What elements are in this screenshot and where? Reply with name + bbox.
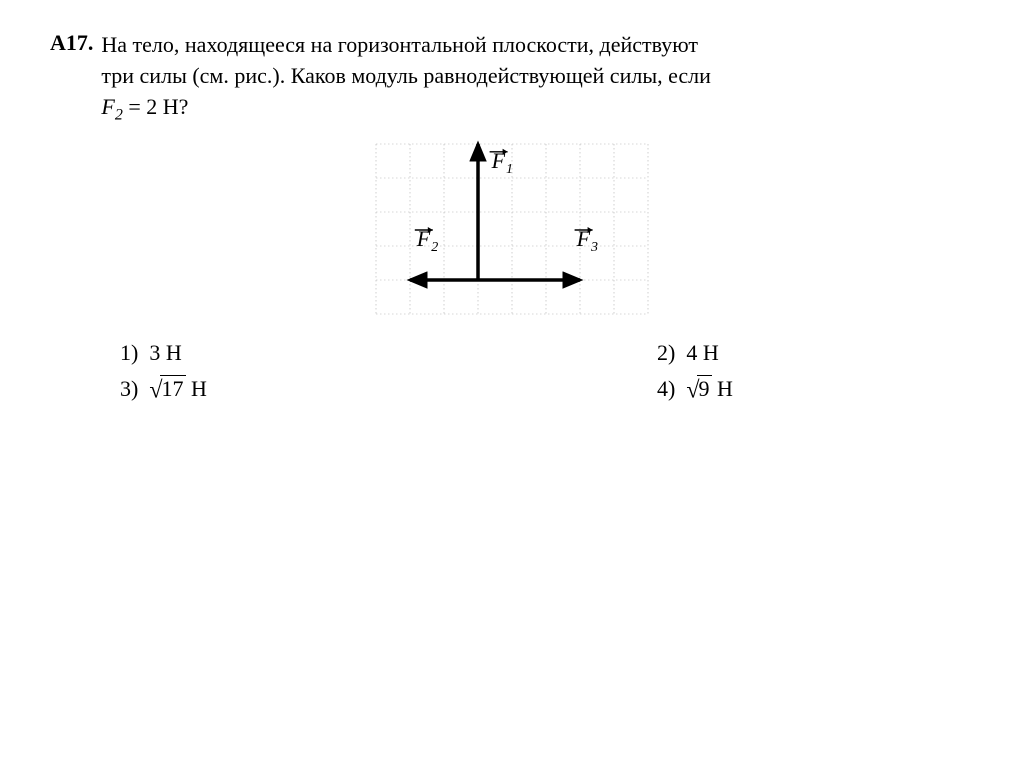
answer-4: 4) √9 Н	[657, 376, 974, 404]
answer-1-val: 3 Н	[149, 340, 181, 365]
diagram-container: F1 F2 F3	[50, 138, 974, 320]
svg-text:F1: F1	[491, 148, 513, 177]
answer-4-sqrt: 9	[697, 375, 712, 401]
svg-text:F2: F2	[416, 226, 438, 255]
answer-2: 2) 4 Н	[657, 340, 974, 366]
answer-options: 1) 3 Н 2) 4 Н 3) √17 Н 4) √9 Н	[120, 340, 974, 404]
answer-3: 3) √17 Н	[120, 376, 437, 404]
force-diagram: F1 F2 F3	[370, 138, 654, 320]
problem-container: А17. На тело, находящееся на горизонталь…	[50, 30, 974, 126]
problem-line1: На тело, находящееся на горизонтальной п…	[101, 32, 698, 57]
problem-number: А17.	[50, 30, 93, 56]
answer-2-num: 2)	[657, 340, 675, 365]
answer-1-num: 1)	[120, 340, 138, 365]
answer-3-unit: Н	[186, 376, 207, 401]
svg-text:F3: F3	[576, 226, 598, 255]
answer-3-sqrt: 17	[160, 375, 186, 401]
cond-var: F	[101, 94, 114, 119]
problem-condition: F2	[101, 94, 128, 119]
answer-2-val: 4 Н	[686, 340, 718, 365]
answer-4-unit: Н	[712, 376, 733, 401]
answer-4-num: 4)	[657, 376, 675, 401]
problem-text: На тело, находящееся на горизонтальной п…	[101, 30, 711, 126]
answer-1: 1) 3 Н	[120, 340, 437, 366]
cond-sub: 2	[115, 106, 123, 123]
problem-line2: три силы (см. рис.). Каков модуль равнод…	[101, 63, 711, 88]
answer-3-num: 3)	[120, 376, 138, 401]
cond-rest: = 2 Н?	[128, 94, 188, 119]
